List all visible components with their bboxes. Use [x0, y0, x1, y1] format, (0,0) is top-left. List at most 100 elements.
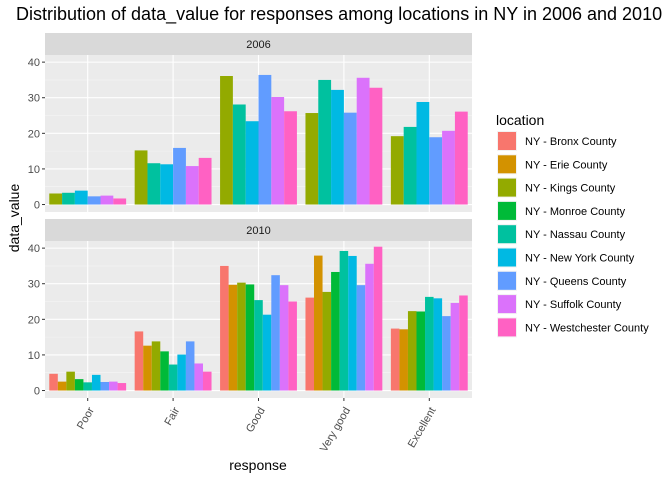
- legend-label: NY - New York County: [525, 253, 635, 265]
- bar: [87, 196, 101, 205]
- bar: [74, 190, 88, 205]
- y-tick-label: 20: [28, 314, 40, 326]
- facet-panel-2006: 2006 0 10 20 30 40: [28, 33, 472, 212]
- bar: [279, 285, 289, 391]
- bar: [232, 104, 246, 205]
- bar: [177, 354, 186, 391]
- bar: [91, 374, 101, 391]
- x-tick-label: Very good: [318, 405, 353, 454]
- y-tick-label: 0: [34, 386, 40, 398]
- legend-item: NY - Suffolk County: [497, 294, 622, 315]
- facet-panels: 2006 0 10 20 30 40 2010 0 10 20 30 40: [28, 33, 472, 401]
- bar: [74, 379, 84, 391]
- bar: [113, 198, 127, 205]
- bar: [399, 329, 408, 391]
- legend-item: NY - Nassau County: [497, 224, 626, 245]
- bar: [356, 285, 366, 391]
- bar: [194, 363, 203, 391]
- bar: [373, 246, 383, 391]
- legend-label: NY - Queens County: [525, 276, 627, 288]
- facet-strip: [45, 33, 472, 55]
- bar: [117, 383, 127, 391]
- bar: [403, 126, 417, 205]
- y-tick-label: 30: [28, 93, 40, 105]
- bar: [237, 282, 246, 391]
- bar: [254, 300, 263, 391]
- bar: [356, 77, 370, 205]
- y-tick-label: 30: [28, 279, 40, 291]
- bar: [49, 193, 63, 205]
- legend-label: NY - Monroe County: [525, 206, 626, 218]
- legend-item: NY - Queens County: [497, 270, 627, 291]
- bar: [220, 265, 229, 391]
- legend-items: NY - Bronx County NY - Erie County NY - Ki…: [497, 131, 649, 338]
- bar: [322, 291, 332, 391]
- bar: [425, 296, 434, 391]
- bar: [390, 136, 404, 205]
- legend-swatch: [498, 225, 516, 244]
- bar: [284, 111, 297, 205]
- bar: [258, 74, 272, 205]
- bar: [305, 297, 315, 391]
- bar: [271, 97, 285, 205]
- legend-label: NY - Nassau County: [525, 229, 626, 241]
- bar: [271, 275, 280, 391]
- bar: [100, 195, 114, 205]
- bar: [62, 192, 75, 205]
- legend-label: NY - Suffolk County: [525, 299, 622, 311]
- bar: [173, 147, 186, 205]
- bar: [168, 364, 178, 391]
- facet-strip-label: 2006: [246, 39, 270, 51]
- bar: [343, 112, 357, 205]
- bar: [147, 163, 161, 205]
- bar: [160, 351, 169, 391]
- bar: [390, 328, 400, 391]
- bar: [185, 166, 199, 205]
- bar: [365, 263, 374, 391]
- bar: [305, 113, 319, 205]
- bar: [160, 164, 174, 205]
- bar: [459, 295, 468, 391]
- facet-strip-label: 2010: [246, 225, 270, 237]
- bar: [202, 371, 212, 391]
- legend-swatch: [498, 201, 516, 220]
- x-tick-label: Poor: [75, 405, 97, 431]
- legend-item: NY - Kings County: [497, 177, 616, 198]
- bar: [134, 331, 144, 391]
- y-tick-label: 20: [28, 128, 40, 140]
- bar: [66, 371, 75, 391]
- bar: [83, 382, 92, 391]
- bar: [331, 89, 344, 205]
- legend-swatch: [498, 248, 516, 267]
- bar: [450, 302, 460, 391]
- y-tick-label: 40: [28, 57, 40, 69]
- bar: [185, 341, 195, 391]
- chart-title: Distribution of data_value for responses…: [16, 4, 662, 25]
- bar: [416, 101, 430, 205]
- legend-swatch: [498, 155, 516, 174]
- legend-label: NY - Erie County: [525, 159, 608, 171]
- bar: [57, 381, 67, 391]
- bar: [245, 121, 259, 205]
- bar: [339, 250, 349, 391]
- legend-swatch: [498, 295, 516, 314]
- legend-item: NY - Erie County: [497, 154, 608, 175]
- legend-swatch: [498, 178, 516, 197]
- bar: [314, 255, 323, 391]
- y-tick-label: 10: [28, 350, 40, 362]
- bar: [407, 311, 417, 391]
- legend-title: location: [496, 112, 544, 128]
- bar: [442, 316, 451, 391]
- legend-item: NY - New York County: [497, 247, 635, 268]
- legend-item: NY - Westchester County: [497, 317, 649, 338]
- bar: [348, 255, 357, 391]
- bar: [433, 298, 443, 391]
- bar: [318, 79, 332, 205]
- legend-label: NY - Kings County: [525, 183, 616, 195]
- bar: [100, 381, 110, 391]
- bar: [220, 76, 233, 205]
- facet-panel-2010: 2010 0 10 20 30 40: [28, 219, 472, 401]
- legend-swatch: [498, 132, 516, 150]
- legend-label: NY - Bronx County: [525, 136, 617, 148]
